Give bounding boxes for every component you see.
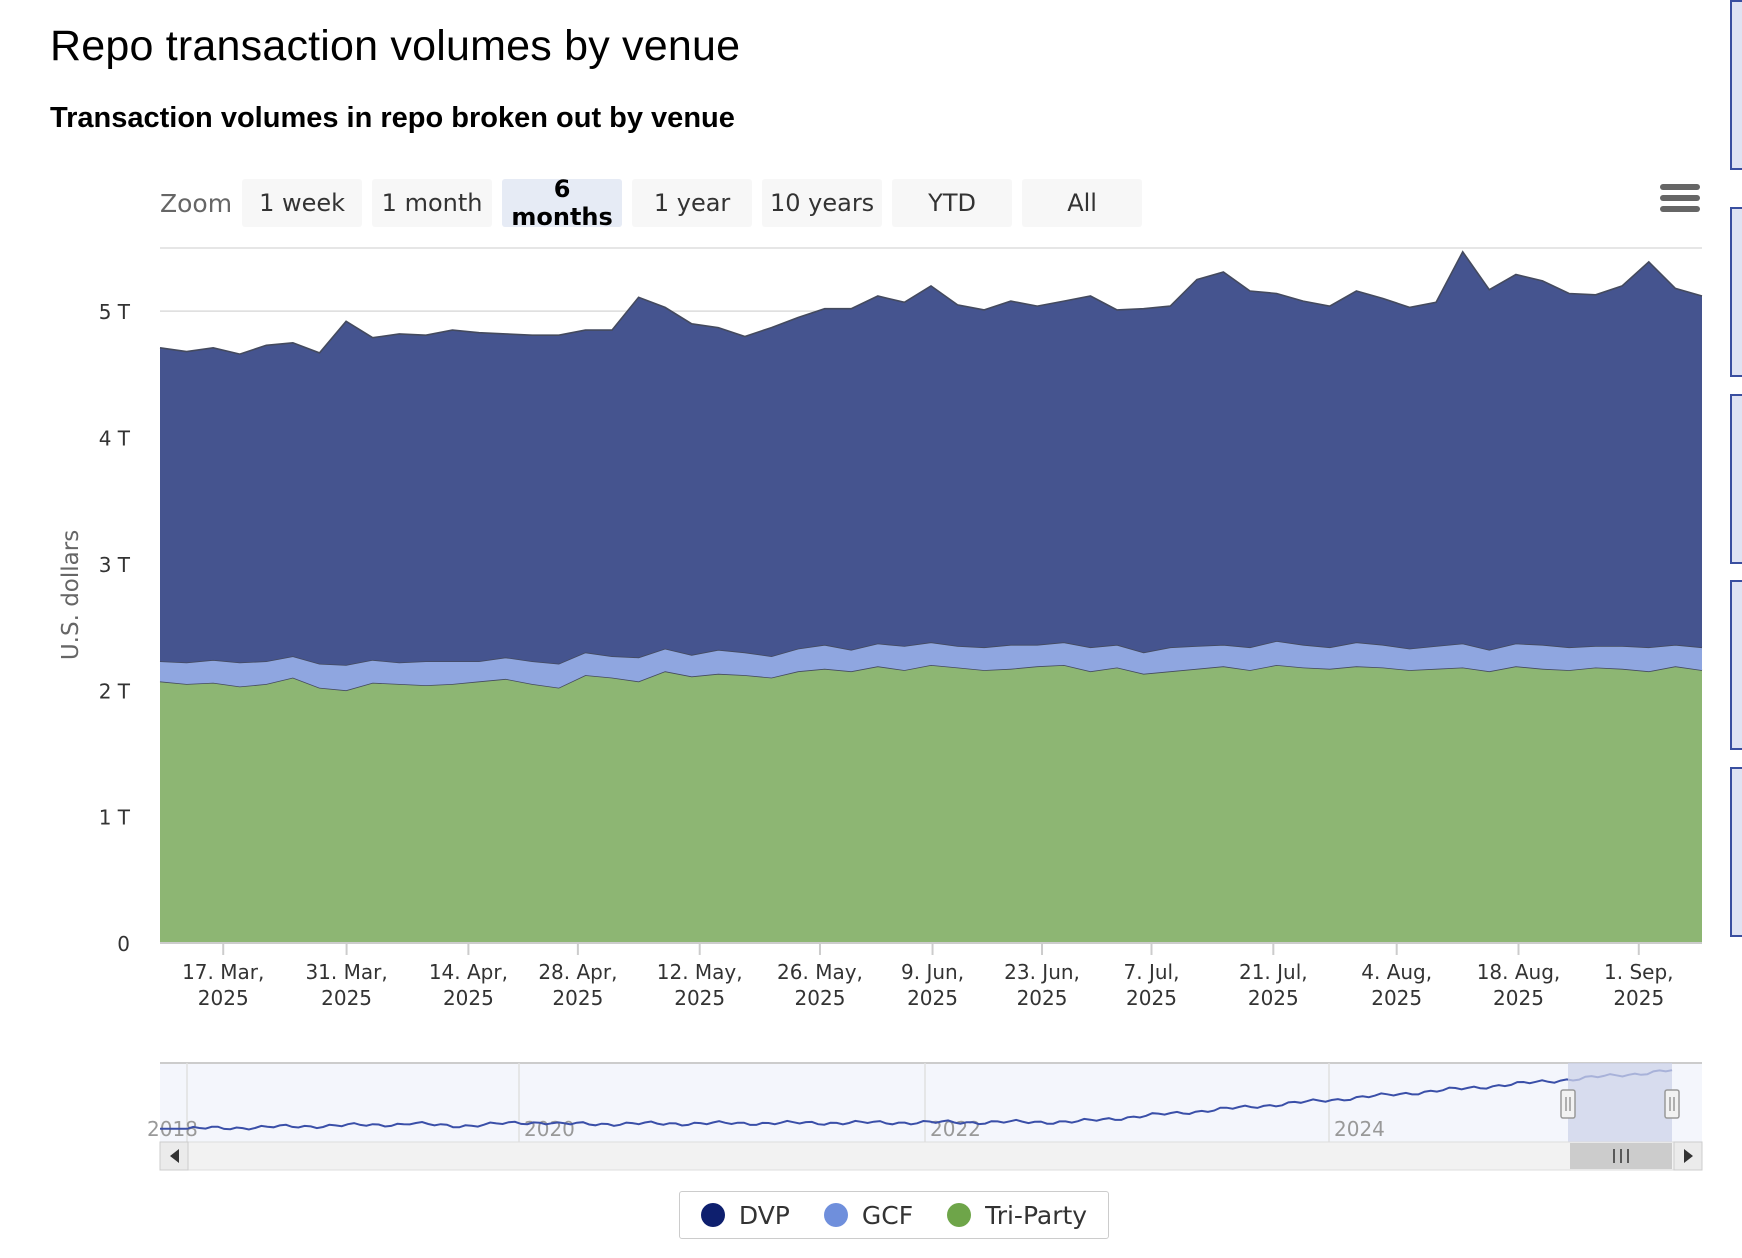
side-panel-tab[interactable]	[1730, 580, 1742, 750]
x-tick-label: 7. Jul,	[1124, 960, 1180, 984]
legend-item-gcf[interactable]: GCF	[823, 1200, 914, 1230]
legend-label-gcf: GCF	[861, 1200, 914, 1230]
y-axis-label: U.S. dollars	[58, 530, 84, 660]
dvp-dot-icon	[700, 1203, 725, 1227]
area-triparty[interactable]	[160, 665, 1702, 943]
navigator-left-handle[interactable]	[1560, 1089, 1576, 1119]
x-tick-label: 17. Mar,	[182, 960, 264, 984]
x-tick-label: 1. Sep,	[1604, 960, 1674, 984]
x-tick-label-year: 2025	[321, 986, 372, 1010]
side-panel-tab[interactable]	[1730, 207, 1742, 377]
side-panel-edges	[1730, 0, 1742, 1258]
x-tick-label: 12. May,	[657, 960, 743, 984]
hamburger-menu-icon[interactable]	[1660, 184, 1700, 220]
x-tick-label-year: 2025	[795, 986, 846, 1010]
navigator-series-line	[160, 1069, 1673, 1131]
legend-item-tri-party[interactable]: Tri-Party	[947, 1201, 1087, 1230]
zoom-ytd-button[interactable]: YTD	[892, 179, 1013, 227]
legend-label-dvp: DVP	[738, 1200, 790, 1230]
navigator-right-handle[interactable]	[1664, 1089, 1680, 1119]
x-tick-label-year: 2025	[1126, 986, 1177, 1010]
area-gcf[interactable]	[160, 641, 1702, 691]
zoom-range-selector: Zoom 1 week 1 month 6 months 1 year 10 y…	[160, 175, 1152, 231]
scroll-left-arrow-icon	[170, 1149, 179, 1163]
x-tick-label-year: 2025	[1613, 986, 1664, 1010]
gcf-dot-icon	[823, 1203, 848, 1227]
chart-subtitle: Transaction volumes in repo broken out b…	[50, 102, 735, 134]
legend-label-tri-party: Tri-Party	[985, 1200, 1088, 1230]
legend-item-dvp[interactable]: DVP	[700, 1200, 790, 1230]
x-tick-label-year: 2025	[907, 986, 958, 1010]
tri-party-dot-icon	[947, 1203, 972, 1227]
x-tick-label: 9. Jun,	[901, 960, 964, 984]
zoom-all-button[interactable]: All	[1022, 179, 1143, 227]
x-tick-label: 31. Mar,	[305, 960, 387, 984]
side-panel-tab[interactable]	[1730, 394, 1742, 564]
zoom-10-years-button[interactable]: 10 years	[762, 179, 883, 227]
zoom-1-month-button[interactable]: 1 month	[372, 179, 493, 227]
navigator-year-label: 2022	[930, 1117, 981, 1141]
x-tick-label-year: 2025	[1493, 986, 1544, 1010]
y-tick-label: 3 T	[99, 553, 131, 577]
y-axis-ticks: 0 1 T 2 T 3 T 4 T 5 T	[99, 300, 131, 956]
chart-legend: DVP GCF Tri-Party	[679, 1191, 1109, 1239]
zoom-1-week-button[interactable]: 1 week	[242, 179, 363, 227]
y-tick-label: 2 T	[99, 679, 131, 703]
chart-title: Repo transaction volumes by venue	[50, 22, 741, 70]
x-tick-label: 23. Jun,	[1004, 960, 1080, 984]
y-tick-label: 1 T	[99, 806, 131, 830]
navigator-selected-range[interactable]	[1568, 1063, 1672, 1142]
scrollbar-track[interactable]	[159, 1141, 1703, 1171]
x-tick-label-year: 2025	[552, 986, 603, 1010]
x-tick-label-year: 2025	[674, 986, 725, 1010]
x-tick-label: 4. Aug,	[1361, 960, 1432, 984]
y-tick-label: 0	[117, 932, 130, 956]
x-tick-label: 21. Jul,	[1239, 960, 1308, 984]
x-tick-label-year: 2025	[1371, 986, 1422, 1010]
series-line-dvp	[159, 250, 1703, 355]
y-tick-label: 5 T	[99, 300, 131, 324]
side-panel-tab[interactable]	[1730, 0, 1742, 170]
x-tick-label-year: 2025	[443, 986, 494, 1010]
x-tick-label-year: 2025	[1248, 986, 1299, 1010]
navigator[interactable]: 2018 2020 2022 2024	[147, 1062, 1703, 1171]
navigator-background	[160, 1063, 1702, 1142]
navigator-year-label: 2020	[524, 1117, 575, 1141]
stacked-areas[interactable]	[159, 250, 1703, 943]
y-tick-label: 4 T	[99, 427, 131, 451]
side-panel-tab[interactable]	[1730, 767, 1742, 937]
zoom-1-year-button[interactable]: 1 year	[632, 179, 753, 227]
x-tick-label: 18. Aug,	[1477, 960, 1561, 984]
x-tick-label: 28. Apr,	[538, 960, 617, 984]
x-tick-label-year: 2025	[198, 986, 249, 1010]
zoom-label: Zoom	[160, 188, 233, 218]
scroll-right-arrow-icon	[1684, 1149, 1693, 1163]
area-dvp[interactable]	[160, 251, 1702, 666]
zoom-6-months-button[interactable]: 6 months	[502, 175, 623, 231]
x-tick-label-year: 2025	[1017, 986, 1068, 1010]
x-tick-label: 14. Apr,	[429, 960, 508, 984]
navigator-year-label: 2024	[1334, 1117, 1385, 1141]
x-tick-label: 26. May,	[777, 960, 863, 984]
